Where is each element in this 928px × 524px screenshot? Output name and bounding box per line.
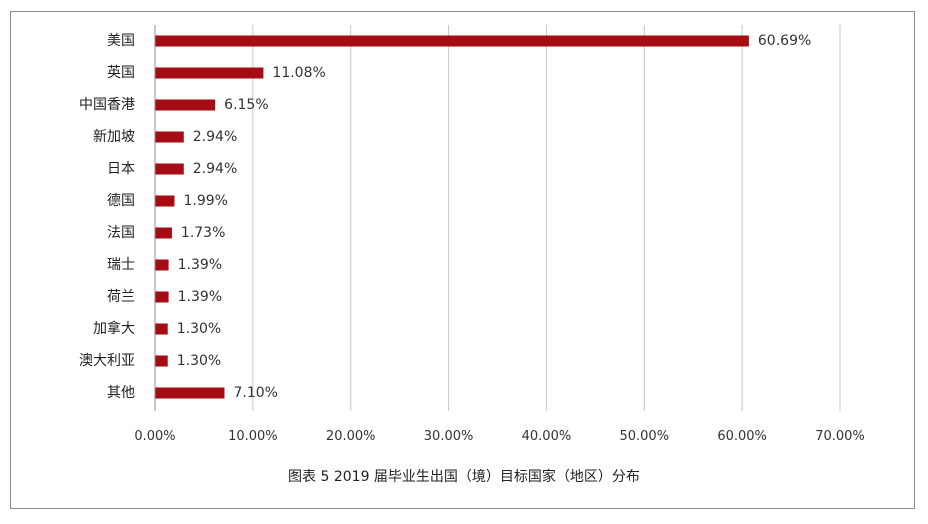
- data-label: 1.99%: [183, 193, 227, 209]
- bars: [155, 35, 749, 399]
- data-label: 7.10%: [233, 385, 277, 401]
- data-label: 2.94%: [193, 161, 237, 177]
- category-label: 加拿大: [93, 320, 135, 337]
- value-labels: 60.69% 11.08%6.15% 2.94% 2.94% 1.99% 1.73% 1.3…: [177, 33, 812, 401]
- data-label: 1.73%: [181, 225, 225, 241]
- x-tick-label: 20.00%: [326, 429, 376, 444]
- bar: [155, 195, 175, 207]
- grid-lines: [252, 25, 841, 411]
- x-tick-label: 30.00%: [424, 429, 474, 444]
- x-tick-label: 40.00%: [522, 429, 572, 444]
- bar: [155, 35, 749, 47]
- bar: [155, 291, 169, 303]
- x-tick-label: 60.00%: [717, 429, 767, 444]
- category-label: 其他: [107, 385, 135, 401]
- bar: [155, 387, 225, 399]
- x-tick-label: 50.00%: [619, 429, 669, 444]
- data-label: 6.15%: [224, 97, 268, 113]
- bar: [155, 227, 172, 239]
- category-label: 中国香港: [79, 97, 135, 113]
- category-label: 新加坡: [93, 129, 135, 145]
- data-label: 2.94%: [193, 129, 237, 145]
- category-label: 英国: [107, 64, 135, 81]
- x-tick-label: 10.00%: [228, 429, 278, 444]
- category-label: 德国: [107, 193, 135, 209]
- category-label: 美国: [107, 33, 135, 49]
- x-tick-label: 70.00%: [815, 429, 865, 444]
- bar: [155, 67, 264, 79]
- category-label: 日本: [107, 161, 135, 177]
- data-label: 60.69%: [758, 33, 811, 49]
- data-label: 1.30%: [177, 353, 221, 369]
- bar: [155, 259, 169, 271]
- category-label: 法国: [107, 225, 135, 241]
- chart-frame: [10, 11, 915, 509]
- x-tick-labels: 0.00% 10.00% 20.00% 30.00% 40.00% 50.00% 60.00…: [134, 429, 864, 444]
- chart-title: 图表 5 2019 届毕业生出国（境）目标国家（地区）分布: [288, 469, 640, 485]
- data-label: 1.39%: [178, 289, 222, 305]
- bar: [155, 323, 168, 335]
- x-tick-label: 0.00%: [134, 429, 175, 444]
- category-label: 瑞士: [107, 257, 135, 273]
- data-label: 1.30%: [177, 321, 221, 337]
- bar: [155, 99, 216, 111]
- category-label: 荷兰: [107, 289, 135, 305]
- bar: [155, 131, 184, 143]
- data-label: 11.08%: [272, 65, 325, 81]
- data-label: 1.39%: [178, 257, 222, 273]
- bar: [155, 355, 168, 367]
- category-label: 澳大利亚: [79, 353, 135, 369]
- bar: [155, 163, 184, 175]
